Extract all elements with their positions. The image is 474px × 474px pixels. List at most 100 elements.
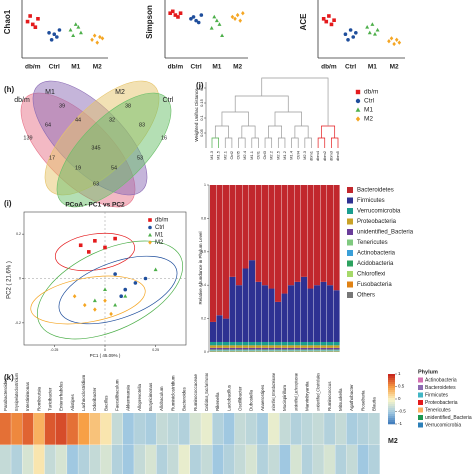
data-point [212, 14, 217, 19]
data-point [36, 17, 40, 21]
colorbar-step [388, 420, 395, 423]
dendrogram-branch [304, 137, 312, 148]
heatmap-cell [346, 413, 358, 445]
legend-label: Ctrl [364, 98, 375, 105]
colorbar-step [388, 394, 395, 397]
legend-label: Others [357, 293, 375, 299]
heatmap-cell [357, 413, 369, 445]
leaf-label: M2.4 [242, 150, 247, 160]
bar-segment [262, 350, 269, 351]
heatmap-cell [201, 445, 213, 474]
colorbar-step [388, 378, 395, 381]
data-point [71, 33, 76, 38]
heatmap-cell [11, 413, 23, 445]
colorbar-step [388, 406, 395, 409]
legend-symbol [148, 218, 152, 222]
column-label: Ruminiclostridium [170, 375, 175, 411]
colorbar-step [388, 384, 395, 387]
leaf-label: dbm1 [309, 150, 314, 161]
heatmap-cell [167, 413, 179, 445]
leaf-label: M2.2 [269, 150, 274, 160]
colorbar-step [388, 416, 395, 419]
bar-segment [281, 347, 288, 350]
bar-segment [249, 349, 256, 351]
column-label: Faecalibaculum [115, 379, 120, 411]
bar-segment [320, 347, 327, 350]
bar-segment [320, 341, 327, 346]
heatmap-cell [134, 413, 145, 445]
heatmap-cell [156, 445, 168, 474]
heatmap-cell [22, 445, 34, 474]
legend-label: Proteobacteria [425, 400, 458, 406]
colorbar-step [388, 404, 395, 407]
heatmap-cell [223, 413, 235, 445]
column-label: Alistipes [70, 393, 75, 411]
data-point [387, 39, 391, 44]
bar-segment [242, 345, 249, 348]
bar-segment [307, 350, 314, 351]
venn-count: 63 [93, 181, 99, 187]
data-point [57, 28, 62, 32]
bar-segment [255, 281, 262, 342]
bar-segment [314, 350, 321, 351]
colorbar-step [388, 390, 395, 393]
heatmap-cell [122, 413, 134, 445]
bar-segment [262, 345, 269, 348]
colorbar-step [388, 410, 395, 413]
colorbar-step [388, 402, 395, 405]
data-point [52, 32, 57, 36]
bar-segment [301, 347, 308, 350]
heatmap-cell [368, 445, 380, 474]
bar-segment [249, 341, 256, 346]
legend-symbol [355, 89, 361, 95]
column-label: Oscillibacter [237, 386, 242, 411]
x-tick-label: Ctrl [49, 64, 60, 71]
legend-swatch [347, 292, 353, 298]
legend-label: db/m [364, 89, 378, 96]
colorbar-step [388, 386, 395, 389]
heatmap-cell [234, 445, 246, 474]
bar-segment [255, 341, 262, 346]
data-point [321, 17, 326, 21]
bar-segment [281, 185, 288, 294]
heatmap-cell [257, 413, 268, 445]
colorbar-step [388, 422, 395, 425]
leaf-label: Ctrl4 [295, 150, 300, 159]
bar-segment [301, 185, 308, 277]
heatmap-cell [268, 413, 280, 445]
legend-swatch [347, 239, 353, 246]
colorbar-label: 0 [398, 396, 401, 401]
heatmap-cell [145, 445, 157, 474]
column-label: Intestinimonas [25, 381, 30, 411]
bar-segment [327, 345, 334, 348]
legend-label: M1 [155, 233, 164, 239]
data-point [199, 13, 204, 17]
data-point [354, 31, 358, 35]
column-label: Enterorhabdus [59, 381, 64, 411]
heatmap-cell [234, 413, 246, 445]
heatmap-cell [78, 413, 90, 445]
x-tick-label: Ctrl [345, 64, 356, 71]
dendrogram-branch [251, 137, 259, 148]
legend-label: Proteobacteria [357, 219, 397, 225]
colorbar-step [388, 412, 395, 415]
leaf-label: M1.3 [209, 150, 214, 160]
legend-label: Tenericutes [425, 407, 451, 413]
bar-segment [223, 318, 230, 342]
heatmap-cell [223, 445, 235, 474]
heatmap-cell [301, 413, 313, 445]
data-point [92, 298, 97, 303]
bar-segment [223, 347, 230, 350]
data-point [113, 302, 118, 307]
legend-label: Bacteroidetes [425, 385, 456, 391]
bar-segment [288, 285, 295, 342]
column-label: Mitsuokella [338, 388, 343, 411]
bar-segment [236, 185, 243, 286]
bar-segment [223, 341, 230, 346]
heatmap-cell [67, 445, 78, 474]
x-axis-label: PC1 ( 45.09% ) [90, 353, 121, 358]
bar-segment [314, 349, 321, 351]
column-label: Blautia [372, 397, 377, 411]
data-point [173, 13, 178, 17]
heatmap-cell [312, 413, 324, 445]
